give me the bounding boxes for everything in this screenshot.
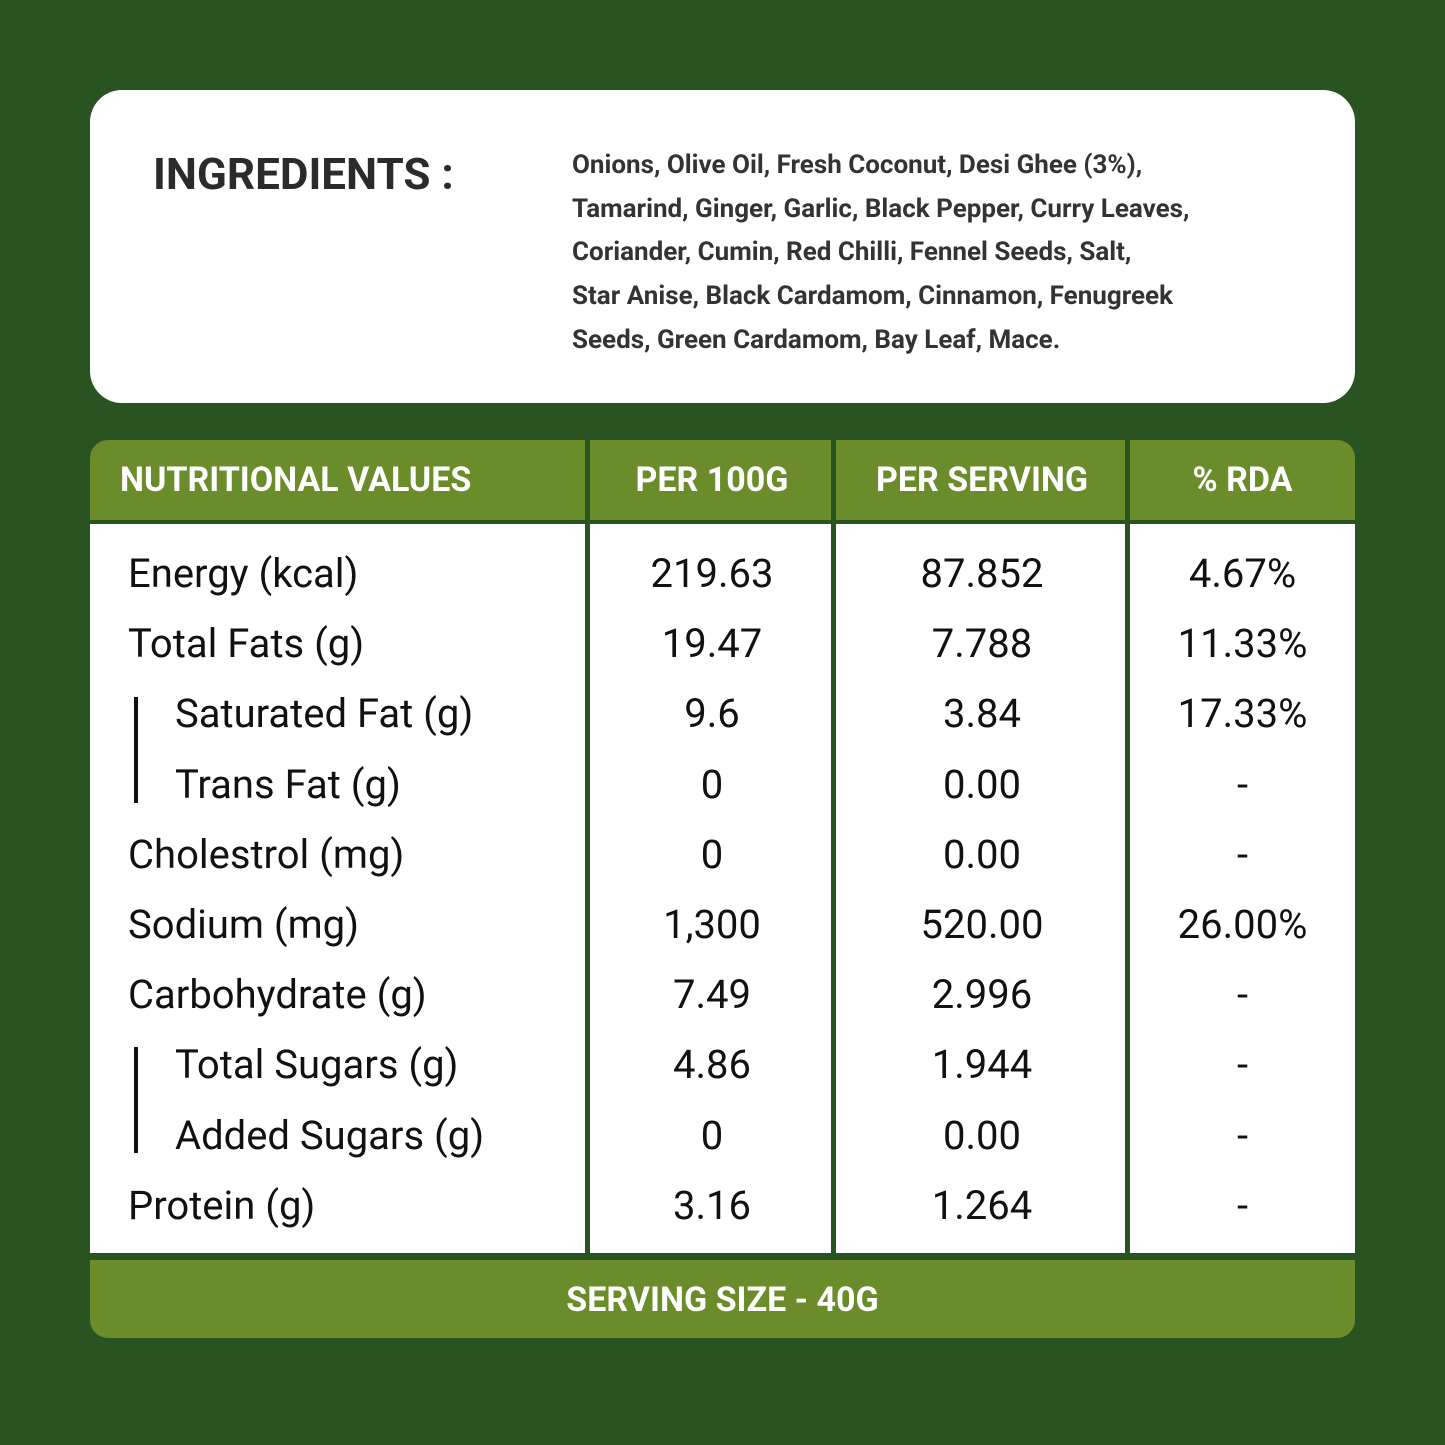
nutrient-value: 520.00: [920, 901, 1044, 948]
nutrient-label: Cholestrol (mg): [128, 830, 405, 878]
ingredient-line: Tamarind, Ginger, Garlic, Black Pepper, …: [572, 193, 1190, 224]
nutrient-value: 0.00: [943, 830, 1021, 878]
nutrient-label: Added Sugars (g): [175, 1111, 485, 1159]
nutrient-label: Trans Fat (g): [175, 760, 401, 808]
ingredient-line: Onions, Olive Oil, Fresh Coconut, Desi G…: [572, 150, 1143, 180]
column-divider: [585, 440, 590, 1253]
nutrient-value: -: [1236, 830, 1249, 878]
nutrient-label: Saturated Fat (g): [175, 690, 474, 738]
column-header: PER SERVING: [875, 460, 1089, 500]
column-header: PER 100G: [635, 460, 789, 500]
column-divider: [831, 440, 836, 1253]
nutrient-label: Total Sugars (g): [175, 1041, 459, 1089]
indent-bar: [134, 1047, 138, 1153]
nutrient-value: 87.852: [920, 550, 1044, 597]
nutrient-value: 0.00: [943, 760, 1021, 808]
indent-bar: [134, 697, 138, 803]
table-header: [90, 440, 1355, 520]
nutrient-value: 9.6: [684, 690, 740, 738]
nutrient-label: Energy (kcal): [128, 550, 359, 597]
ingredient-line: Seeds, Green Cardamom, Bay Leaf, Mace.: [572, 324, 1061, 355]
nutrient-label: Total Fats (g): [128, 620, 365, 668]
nutrient-value: 1,300: [663, 901, 761, 948]
nutrient-value: 0: [700, 830, 724, 878]
ingredients-card: [90, 90, 1355, 403]
nutrient-value: -: [1236, 1041, 1249, 1089]
nutrient-label: Carbohydrate (g): [128, 971, 427, 1019]
table-body: [90, 524, 1355, 1253]
nutrient-value: 4.86: [673, 1041, 751, 1089]
nutrient-value: 7.49: [673, 971, 751, 1019]
nutrient-label: Protein (g): [128, 1181, 316, 1229]
nutrient-value: 19.47: [661, 620, 763, 668]
nutrient-value: 26.00%: [1177, 901, 1308, 948]
nutrient-value: 3.84: [943, 690, 1021, 738]
ingredient-line: Star Anise, Black Cardamom, Cinnamon, Fe…: [572, 281, 1173, 312]
nutrient-value: 3.16: [673, 1181, 751, 1229]
nutrient-value: 2.996: [931, 971, 1033, 1019]
nutrient-value: 7.788: [931, 620, 1033, 668]
nutrient-value: 0.00: [943, 1111, 1021, 1159]
column-divider: [1125, 440, 1130, 1253]
nutrient-value: -: [1236, 1181, 1249, 1229]
nutrient-value: 1.264: [931, 1181, 1033, 1229]
nutrient-value: 219.63: [650, 550, 774, 597]
serving-size: SERVING SIZE - 40G: [90, 1260, 1355, 1338]
nutrient-value: -: [1236, 1111, 1249, 1159]
nutrient-label: Sodium (mg): [128, 901, 360, 948]
nutrient-value: -: [1236, 760, 1249, 808]
nutrient-value: 4.67%: [1188, 550, 1297, 597]
column-header: NUTRITIONAL VALUES: [120, 460, 472, 500]
ingredients-title: INGREDIENTS :: [153, 148, 454, 200]
nutrient-value: 1.944: [931, 1041, 1033, 1089]
nutrient-value: 0: [700, 1111, 724, 1159]
nutrient-value: -: [1236, 971, 1249, 1019]
column-header: % RDA: [1192, 460, 1293, 500]
ingredient-line: Coriander, Cumin, Red Chilli, Fennel See…: [572, 237, 1132, 268]
nutrient-value: 11.33%: [1177, 620, 1308, 668]
nutrient-value: 17.33%: [1177, 690, 1308, 738]
nutrient-value: 0: [700, 760, 724, 808]
